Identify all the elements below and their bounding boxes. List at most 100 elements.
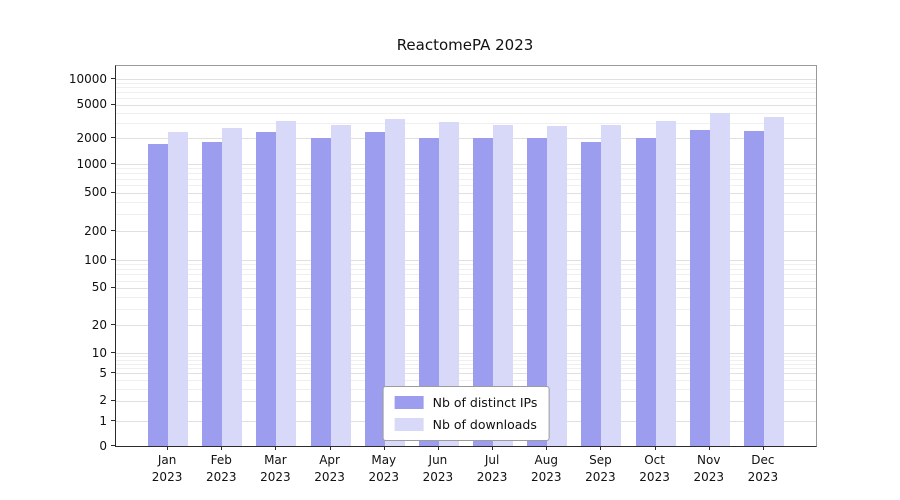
y-tick-label: 5: [99, 365, 107, 380]
gridline: [116, 82, 816, 84]
bar-nb-of-distinct-ips-oct: [635, 137, 656, 446]
bar-nb-of-distinct-ips-feb: [202, 142, 223, 446]
y-tick-mark: [111, 324, 115, 325]
gridline: [116, 97, 816, 99]
legend-item-distinct-ips: Nb of distinct IPs: [394, 395, 537, 410]
x-tick-label: Aug 2023: [530, 453, 562, 484]
x-tick-label: Jun 2023: [422, 453, 454, 484]
y-tick-mark: [111, 230, 115, 232]
x-tick-label: Jan 2023: [151, 453, 183, 484]
gridline: [116, 353, 816, 354]
bar-nb-of-downloads-sep: [601, 125, 622, 446]
y-tick-mark: [111, 286, 115, 288]
gridline: [116, 123, 816, 125]
gridline: [116, 260, 816, 261]
x-tick-mark: [275, 446, 277, 450]
y-tick-label: 20: [91, 317, 107, 332]
bar-nb-of-distinct-ips-jan: [148, 144, 169, 446]
bar-nb-of-distinct-ips-dec: [743, 130, 764, 446]
gridline: [116, 325, 816, 326]
gridline: [116, 79, 816, 80]
y-tick-mark: [111, 420, 115, 421]
gridline: [116, 363, 816, 365]
bar-nb-of-downloads-aug: [547, 126, 568, 446]
y-tick-mark: [111, 352, 115, 353]
bar-nb-of-distinct-ips-sep: [581, 142, 602, 446]
y-tick-mark: [111, 137, 115, 139]
bar-nb-of-distinct-ips-mar: [256, 132, 277, 446]
y-tick-mark: [111, 78, 115, 79]
x-tick-label: Apr 2023: [314, 453, 345, 484]
x-tick-label: Dec 2023: [747, 453, 779, 484]
bar-nb-of-downloads-oct: [655, 121, 676, 446]
bar-nb-of-downloads-nov: [709, 112, 730, 446]
y-tick-mark: [111, 445, 115, 446]
gridline: [116, 287, 816, 289]
gridline: [116, 214, 816, 216]
gridline: [116, 297, 816, 298]
y-tick-label: 1000: [76, 156, 107, 171]
gridline: [116, 192, 816, 194]
gridline: [116, 202, 816, 204]
gridline: [116, 274, 816, 276]
legend-item-downloads: Nb of downloads: [394, 417, 538, 432]
y-tick-mark: [111, 103, 115, 105]
x-tick-label: Oct 2023: [639, 453, 670, 484]
y-tick-label: 5000: [76, 97, 107, 112]
y-tick-mark: [111, 372, 115, 374]
gridline: [116, 280, 816, 282]
gridline: [116, 92, 816, 94]
bar-nb-of-distinct-ips-jul: [473, 137, 494, 446]
x-tick-label: Jul 2023: [476, 453, 508, 484]
gridline: [116, 178, 816, 180]
legend: Nb of distinct IPs Nb of downloads: [382, 386, 550, 441]
legend-swatch-downloads: [394, 418, 424, 431]
y-tick-label: 0: [99, 438, 107, 453]
bar-nb-of-distinct-ips-may: [364, 131, 385, 446]
bar-nb-of-downloads-mar: [276, 120, 297, 446]
x-tick-mark: [221, 446, 223, 450]
gridline: [116, 356, 816, 358]
y-tick-label: 50: [91, 280, 107, 295]
legend-swatch-distinct-ips: [394, 396, 424, 409]
bar-nb-of-downloads-jul: [493, 124, 514, 446]
x-tick-mark: [492, 446, 494, 450]
bar-nb-of-downloads-feb: [222, 128, 243, 446]
x-tick-label: Sep 2023: [585, 453, 616, 484]
x-tick-mark: [329, 446, 331, 450]
bar-nb-of-downloads-jun: [438, 122, 459, 446]
gridline: [116, 308, 816, 310]
bar-nb-of-distinct-ips-nov: [689, 130, 710, 446]
legend-label-downloads: Nb of downloads: [432, 417, 537, 432]
gridline: [116, 264, 816, 266]
gridline: [116, 368, 816, 370]
bar-nb-of-downloads-jan: [168, 131, 189, 446]
y-tick-label: 200: [84, 223, 107, 238]
gridline: [116, 359, 816, 361]
bar-nb-of-distinct-ips-jun: [418, 137, 439, 446]
x-tick-label: Feb 2023: [205, 453, 237, 484]
gridline: [116, 231, 816, 233]
y-tick-mark: [111, 163, 115, 164]
gridline: [116, 173, 816, 175]
x-tick-mark: [383, 446, 385, 450]
gridline: [116, 185, 816, 187]
y-tick-mark: [111, 259, 115, 260]
y-tick-label: 2: [99, 393, 107, 408]
y-tick-label: 1: [99, 413, 107, 428]
y-tick-label: 500: [84, 185, 107, 200]
y-tick-label: 10: [91, 345, 107, 360]
y-tick-label: 2000: [76, 130, 107, 145]
gridline: [116, 269, 816, 270]
gridline: [116, 112, 816, 114]
bar-nb-of-downloads-dec: [763, 116, 784, 446]
x-tick-label: Nov 2023: [693, 453, 725, 484]
x-tick-mark: [762, 446, 764, 450]
gridline: [116, 138, 816, 140]
bar-nb-of-distinct-ips-apr: [310, 138, 331, 446]
x-tick-label: May 2023: [368, 453, 400, 484]
x-tick-mark: [546, 446, 548, 450]
x-tick-mark: [708, 446, 710, 450]
bar-nb-of-downloads-apr: [330, 124, 351, 446]
